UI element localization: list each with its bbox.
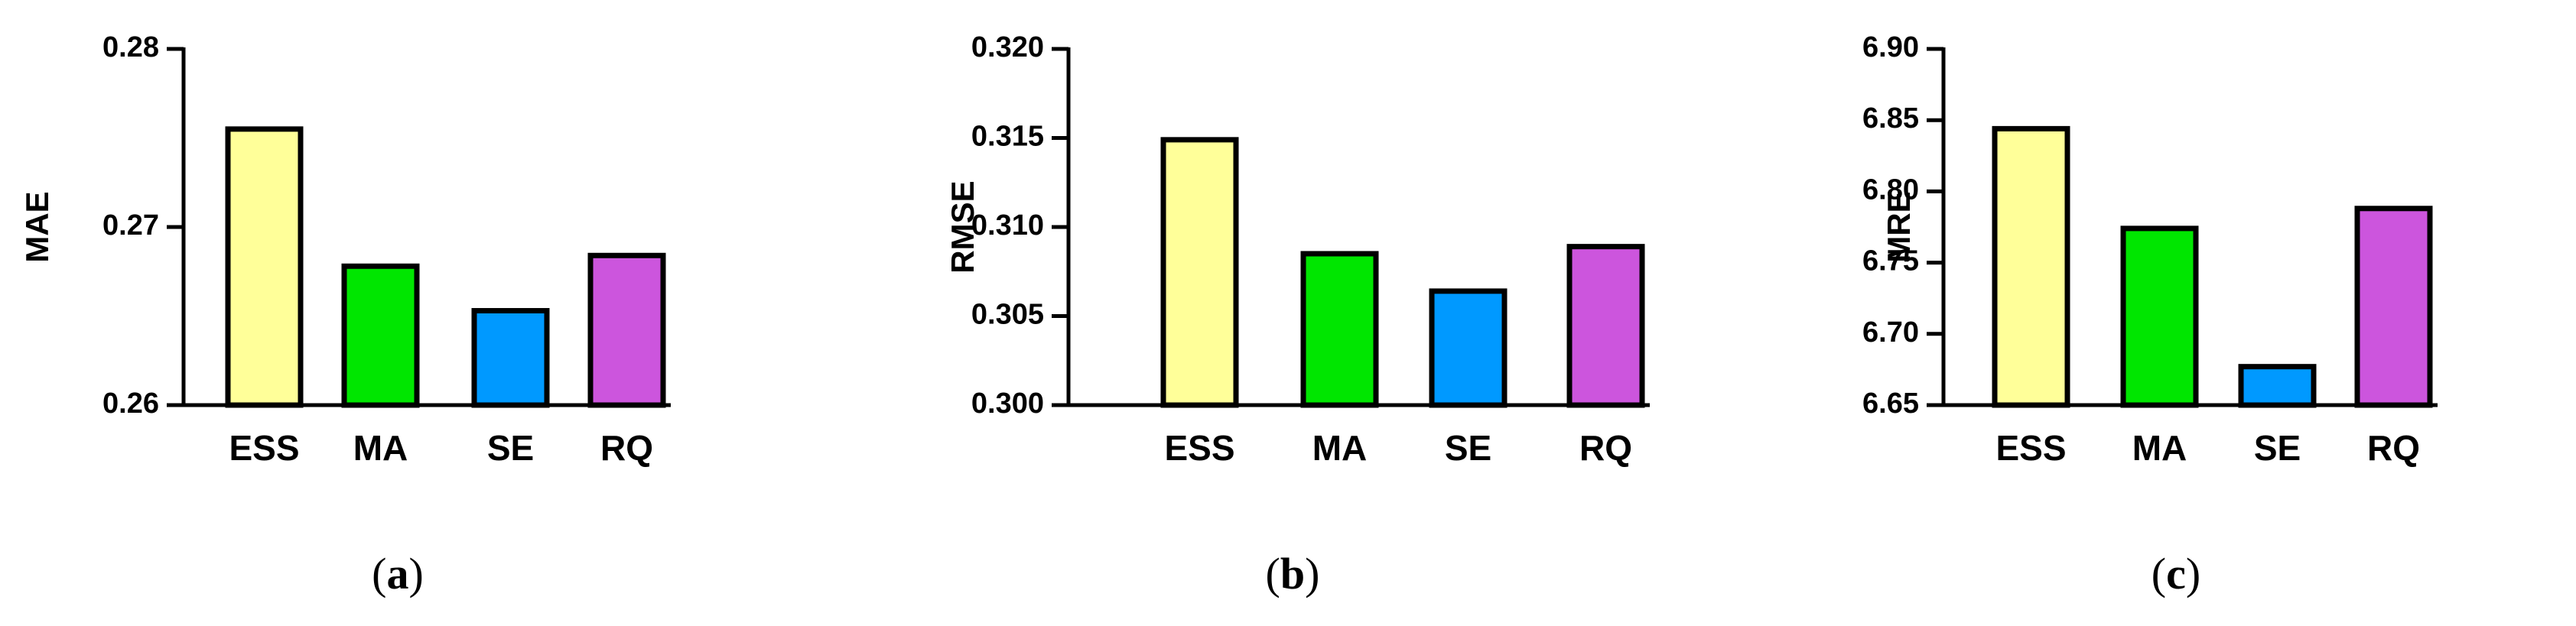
y-axis-label: MRE bbox=[1881, 191, 1917, 262]
x-tick-label-se: SE bbox=[487, 428, 534, 468]
y-tick-label: 0.28 bbox=[102, 31, 159, 63]
x-tick-label-ma: MA bbox=[353, 428, 408, 468]
panel-caption: (c) bbox=[2152, 549, 2200, 598]
x-tick-label-rq: RQ bbox=[1579, 428, 1632, 468]
y-tick-label: 0.315 bbox=[971, 121, 1044, 153]
y-tick-label: 0.305 bbox=[971, 299, 1044, 331]
bar-rq bbox=[587, 252, 666, 408]
y-tick-label: 6.90 bbox=[1862, 31, 1919, 63]
bar-ma bbox=[341, 263, 420, 408]
y-tick-label: 6.70 bbox=[1862, 316, 1919, 349]
x-tick-label-rq: RQ bbox=[600, 428, 653, 468]
bar-se bbox=[471, 308, 550, 408]
bar-se bbox=[2238, 364, 2317, 408]
x-tick-label-ma: MA bbox=[2132, 428, 2187, 468]
x-tick-label-rq: RQ bbox=[2367, 428, 2420, 468]
y-tick-label: 0.320 bbox=[971, 31, 1044, 63]
x-tick-label-ess: ESS bbox=[229, 428, 299, 468]
y-tick-label: 6.75 bbox=[1862, 245, 1919, 277]
x-tick-label-se: SE bbox=[1445, 428, 1491, 468]
x-tick-label-ess: ESS bbox=[1995, 428, 2066, 468]
chart-panel-a: MAE ESS MA SE RQ 0.26 0.27 0.28 (a) bbox=[19, 31, 671, 598]
y-tick-label: 6.80 bbox=[1862, 174, 1919, 206]
y-axis-label: MAE bbox=[19, 191, 55, 262]
bar-ess bbox=[1160, 137, 1239, 408]
bar-rq bbox=[2354, 206, 2433, 408]
y-tick-label: 6.65 bbox=[1862, 388, 1919, 420]
chart-panel-b: RMSE ESS MA SE RQ 0.300 0.305 0.310 0.315 0.320 (b… bbox=[945, 31, 1650, 598]
bar-ess bbox=[1992, 125, 2070, 408]
y-axis-label: RMSE bbox=[945, 180, 981, 273]
x-tick-label-se: SE bbox=[2254, 428, 2301, 468]
y-tick-label: 0.310 bbox=[971, 209, 1044, 242]
x-tick-label-ma: MA bbox=[1312, 428, 1368, 468]
panel-caption: (b) bbox=[1266, 549, 1320, 598]
y-tick-label: 0.26 bbox=[102, 388, 159, 420]
y-tick-label: 6.85 bbox=[1862, 102, 1919, 135]
bar-ma bbox=[2120, 225, 2199, 408]
chart-panel-c: MRE ESS MA SE RQ 6.65 6.70 6.75 6.80 6.85 6.90 (c) bbox=[1862, 31, 2438, 598]
y-tick-label: 0.27 bbox=[102, 209, 159, 242]
y-tick-label: 0.300 bbox=[971, 388, 1044, 420]
bar-rq bbox=[1566, 244, 1645, 408]
panel-caption: (a) bbox=[372, 549, 424, 598]
bar-se bbox=[1429, 288, 1508, 408]
bar-ma bbox=[1300, 251, 1379, 408]
bar-ess bbox=[225, 126, 304, 408]
x-tick-label-ess: ESS bbox=[1164, 428, 1234, 468]
